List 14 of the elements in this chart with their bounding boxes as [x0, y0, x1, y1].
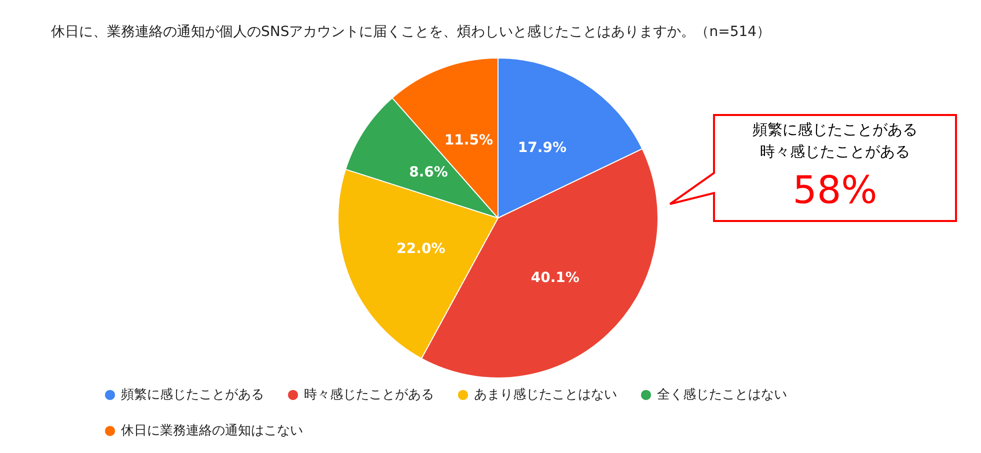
data-label: 11.5%	[444, 132, 493, 148]
data-label: 8.6%	[409, 164, 448, 181]
text: 58%	[792, 168, 878, 212]
legend-label: あまり感じたことはない	[474, 388, 617, 402]
text: 頻繁に感じたことがある	[752, 120, 918, 138]
legend-label: 時々感じたことがある	[304, 388, 434, 402]
data-label: 40.1%	[530, 270, 580, 286]
chart-title: 休日に、業務連絡の通知が個人のSNSアカウントに届くことを、煩わしいと感じたことはありますか。（n=514）	[51, 24, 771, 40]
data-label: 17.9%	[518, 140, 567, 156]
legend-label: 全く感じたことはない	[657, 388, 787, 402]
text: 時々感じたことがある	[760, 142, 910, 160]
legend-label: 休日に業務連絡の通知はこない	[121, 424, 303, 438]
legend-label: 頻繁に感じたことがある	[121, 388, 264, 402]
data-label: 22.0%	[396, 240, 446, 257]
